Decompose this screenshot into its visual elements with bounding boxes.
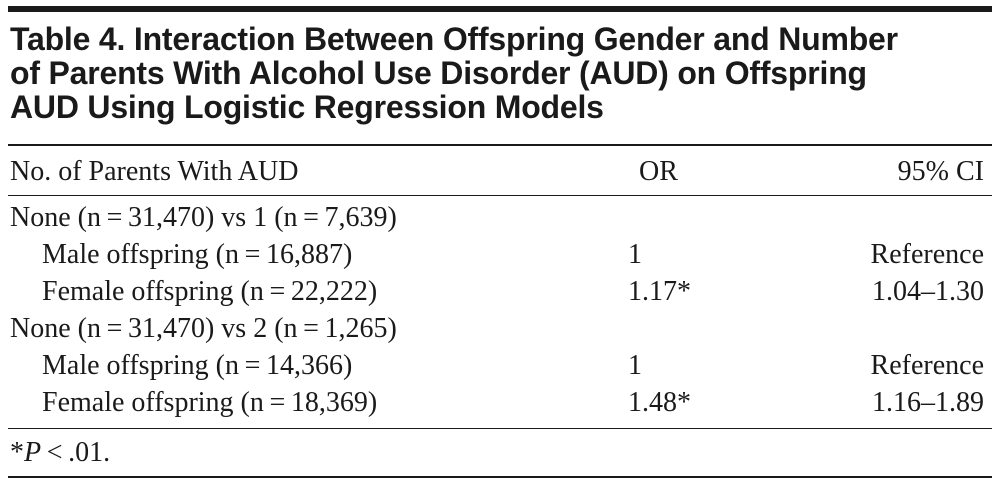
table-title: Table 4. Interaction Between Offspring G… xyxy=(10,22,990,124)
table-row: None (n = 31,470) vs 1 (n = 7,639) xyxy=(0,199,1002,236)
footnote-threshold: < .01. xyxy=(41,437,111,468)
row-or: 1 xyxy=(628,350,642,381)
table-title-line-1: Table 4. Interaction Between Offspring G… xyxy=(10,21,898,57)
table-row: Male offspring (n = 14,366) 1 Reference xyxy=(0,347,1002,384)
table-row: None (n = 31,470) vs 2 (n = 1,265) xyxy=(0,310,1002,347)
table-title-line-3: AUD Using Logistic Regression Models xyxy=(10,89,604,125)
row-or: 1.48* xyxy=(628,387,691,418)
row-group-label: None (n = 31,470) vs 1 (n = 7,639) xyxy=(10,202,397,233)
footnote-p-symbol: P xyxy=(24,437,42,468)
header-bottom-rule xyxy=(8,195,992,196)
header-top-rule xyxy=(8,144,992,146)
row-ci: 1.04–1.30 xyxy=(872,276,984,307)
header-parents-count: No. of Parents With AUD xyxy=(10,156,299,187)
table-header-row: No. of Parents With AUD OR 95% CI xyxy=(0,153,1002,190)
body-bottom-rule xyxy=(8,428,992,429)
row-group-label: None (n = 31,470) vs 2 (n = 1,265) xyxy=(10,313,397,344)
row-or: 1 xyxy=(628,239,642,270)
bottom-rule xyxy=(8,476,992,478)
row-label: Male offspring (n = 16,887) xyxy=(42,239,353,270)
row-label: Male offspring (n = 14,366) xyxy=(42,350,353,381)
row-or: 1.17* xyxy=(628,276,691,307)
header-or: OR xyxy=(639,156,678,187)
top-rule xyxy=(8,6,992,12)
table-footnote: *P < .01. xyxy=(10,434,110,471)
row-ci: Reference xyxy=(870,350,984,381)
row-ci: Reference xyxy=(870,239,984,270)
table-row: Female offspring (n = 22,222) 1.17* 1.04… xyxy=(0,273,1002,310)
table-title-line-2: of Parents With Alcohol Use Disorder (AU… xyxy=(10,55,867,91)
header-ci: 95% CI xyxy=(897,156,984,187)
row-label: Female offspring (n = 22,222) xyxy=(42,276,378,307)
table-row: Male offspring (n = 16,887) 1 Reference xyxy=(0,236,1002,273)
row-ci: 1.16–1.89 xyxy=(872,387,984,418)
footnote-star: * xyxy=(10,437,24,468)
row-label: Female offspring (n = 18,369) xyxy=(42,387,378,418)
table-row: Female offspring (n = 18,369) 1.48* 1.16… xyxy=(0,384,1002,421)
